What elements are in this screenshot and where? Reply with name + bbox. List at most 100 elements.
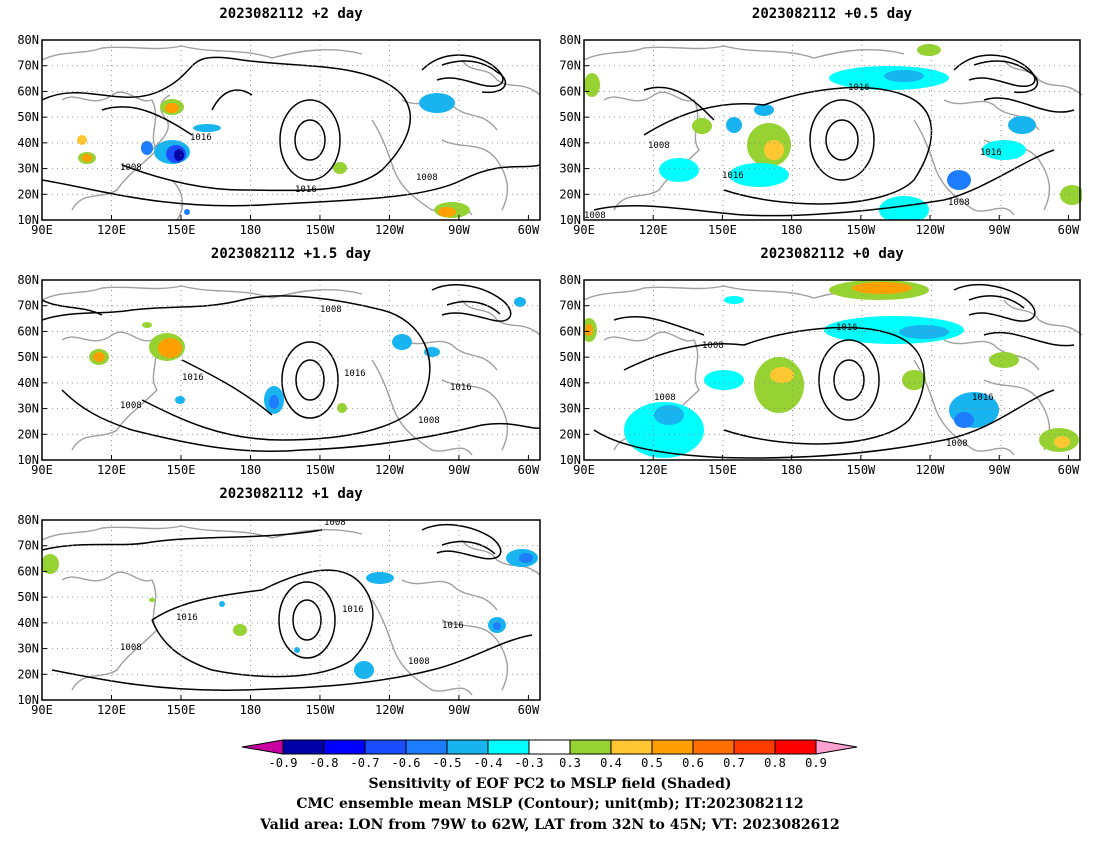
panel-title-0day: 2023082112 +0 day xyxy=(760,246,904,262)
map-panel-05day: 1016 1008 1016 1016 1008 1008 xyxy=(583,39,1082,221)
lon-tick-label: 90E xyxy=(573,463,595,477)
lat-tick-label: 70N xyxy=(17,299,39,313)
panel-title-1day: 2023082112 +1 day xyxy=(219,486,363,502)
contour-label: 1008 xyxy=(702,341,724,351)
pressure-contours xyxy=(593,54,1075,217)
lon-tick-label: 120W xyxy=(916,463,946,477)
contour-label: 1008 xyxy=(120,401,142,411)
lon-tick-label: 150E xyxy=(708,463,737,477)
colorbar-swatch xyxy=(528,739,571,755)
lon-tick-label: 60W xyxy=(518,223,540,237)
lon-tick-label: 120E xyxy=(97,463,126,477)
lat-tick-label: 30N xyxy=(17,162,39,176)
colorbar-tick-label: 0.6 xyxy=(682,756,704,770)
contour-label: 1008 xyxy=(948,198,970,208)
footer-line-3: Valid area: LON from 79W to 62W, LAT fro… xyxy=(260,817,840,833)
colorbar-tick-label: -0.9 xyxy=(269,756,298,770)
map-frame xyxy=(41,519,541,701)
colorbar-tick-label: 0.7 xyxy=(723,756,745,770)
contour-label: 1008 xyxy=(416,173,438,183)
lon-tick-label: 180 xyxy=(781,463,803,477)
lon-tick-label: 60W xyxy=(1058,463,1080,477)
lat-tick-label: 20N xyxy=(559,187,581,201)
contour-label: 1016 xyxy=(450,383,472,393)
lon-tick-label: 120W xyxy=(916,223,946,237)
pressure-contours xyxy=(593,283,1075,459)
colorbar-tick-label: 0.3 xyxy=(559,756,581,770)
lat-lon-grid xyxy=(42,280,540,460)
contour-label: 1008 xyxy=(648,141,670,151)
colorbar-swatch xyxy=(446,739,489,755)
colorbar-swatch xyxy=(323,739,366,755)
lat-tick-label: 80N xyxy=(17,513,39,527)
lon-tick-label: 90W xyxy=(448,223,470,237)
contour-label: 1008 xyxy=(324,518,346,528)
lat-tick-label: 40N xyxy=(559,136,581,150)
shaded-sensitivity xyxy=(89,297,526,414)
contour-label: 1016 xyxy=(836,323,858,333)
pressure-contours xyxy=(42,54,540,207)
lat-tick-label: 10N xyxy=(17,693,39,707)
lon-tick-label: 120W xyxy=(375,463,405,477)
lat-tick-label: 10N xyxy=(17,453,39,467)
lon-tick-label: 90W xyxy=(448,703,470,717)
lon-tick-label: 90E xyxy=(573,223,595,237)
lat-tick-label: 40N xyxy=(17,136,39,150)
lat-tick-label: 70N xyxy=(559,299,581,313)
lon-tick-label: 150W xyxy=(846,223,876,237)
lon-tick-label: 180 xyxy=(240,703,262,717)
colorbar-swatch xyxy=(733,739,776,755)
colorbar-tick-label: 0.4 xyxy=(600,756,622,770)
colorbar-tick-label: -0.6 xyxy=(392,756,421,770)
lat-tick-label: 40N xyxy=(17,616,39,630)
lon-tick-label: 90E xyxy=(31,703,53,717)
lon-tick-label: 180 xyxy=(781,223,803,237)
lon-tick-label: 60W xyxy=(518,703,540,717)
colorbar-swatch xyxy=(282,739,325,755)
colorbar-tick-label: 0.8 xyxy=(764,756,786,770)
lon-tick-label: 90W xyxy=(988,463,1010,477)
lon-tick-label: 180 xyxy=(240,463,262,477)
contour-label: 1016 xyxy=(344,369,366,379)
contour-label: 1008 xyxy=(120,643,142,653)
lat-tick-label: 30N xyxy=(17,642,39,656)
contour-label: 1016 xyxy=(980,148,1002,158)
contour-label: 1016 xyxy=(182,373,204,383)
lat-tick-label: 50N xyxy=(559,110,581,124)
colorbar: -0.9 -0.8 -0.7 -0.6 -0.5 -0.4 -0.3 0.3 0.4 0.5 0.6… xyxy=(241,739,858,770)
lat-tick-label: 50N xyxy=(17,590,39,604)
lat-tick-label: 80N xyxy=(559,273,581,287)
lat-tick-label: 70N xyxy=(559,59,581,73)
colorbar-low-extend xyxy=(241,739,284,755)
colorbar-tick-label: 0.5 xyxy=(641,756,663,770)
contour-label: 1016 xyxy=(176,613,198,623)
lon-tick-label: 150E xyxy=(167,703,196,717)
map-panel-0day: 1016 1008 1008 1016 1008 xyxy=(583,279,1082,461)
colorbar-tick-label: -0.5 xyxy=(433,756,462,770)
lat-tick-label: 40N xyxy=(17,376,39,390)
contour-label: 1016 xyxy=(342,605,364,615)
lat-tick-label: 70N xyxy=(17,539,39,553)
lat-tick-label: 20N xyxy=(17,187,39,201)
lat-tick-label: 60N xyxy=(559,324,581,338)
pressure-contours xyxy=(42,284,540,453)
contour-label: 1008 xyxy=(946,439,968,449)
lat-tick-label: 20N xyxy=(17,667,39,681)
lat-tick-label: 50N xyxy=(17,350,39,364)
lon-tick-label: 150W xyxy=(306,463,336,477)
lat-lon-grid xyxy=(42,520,540,700)
panel-title-05day: 2023082112 +0.5 day xyxy=(751,6,913,22)
lat-tick-label: 80N xyxy=(559,33,581,47)
lon-tick-label: 120W xyxy=(375,703,405,717)
lat-tick-label: 40N xyxy=(559,376,581,390)
lat-tick-label: 60N xyxy=(17,84,39,98)
lat-tick-label: 10N xyxy=(559,453,581,467)
lon-tick-label: 60W xyxy=(518,463,540,477)
lat-tick-label: 60N xyxy=(559,84,581,98)
lat-tick-label: 20N xyxy=(17,427,39,441)
contour-label: 1008 xyxy=(418,416,440,426)
lat-lon-grid xyxy=(584,40,1082,220)
lat-tick-label: 30N xyxy=(17,402,39,416)
lat-lon-grid xyxy=(42,40,540,220)
